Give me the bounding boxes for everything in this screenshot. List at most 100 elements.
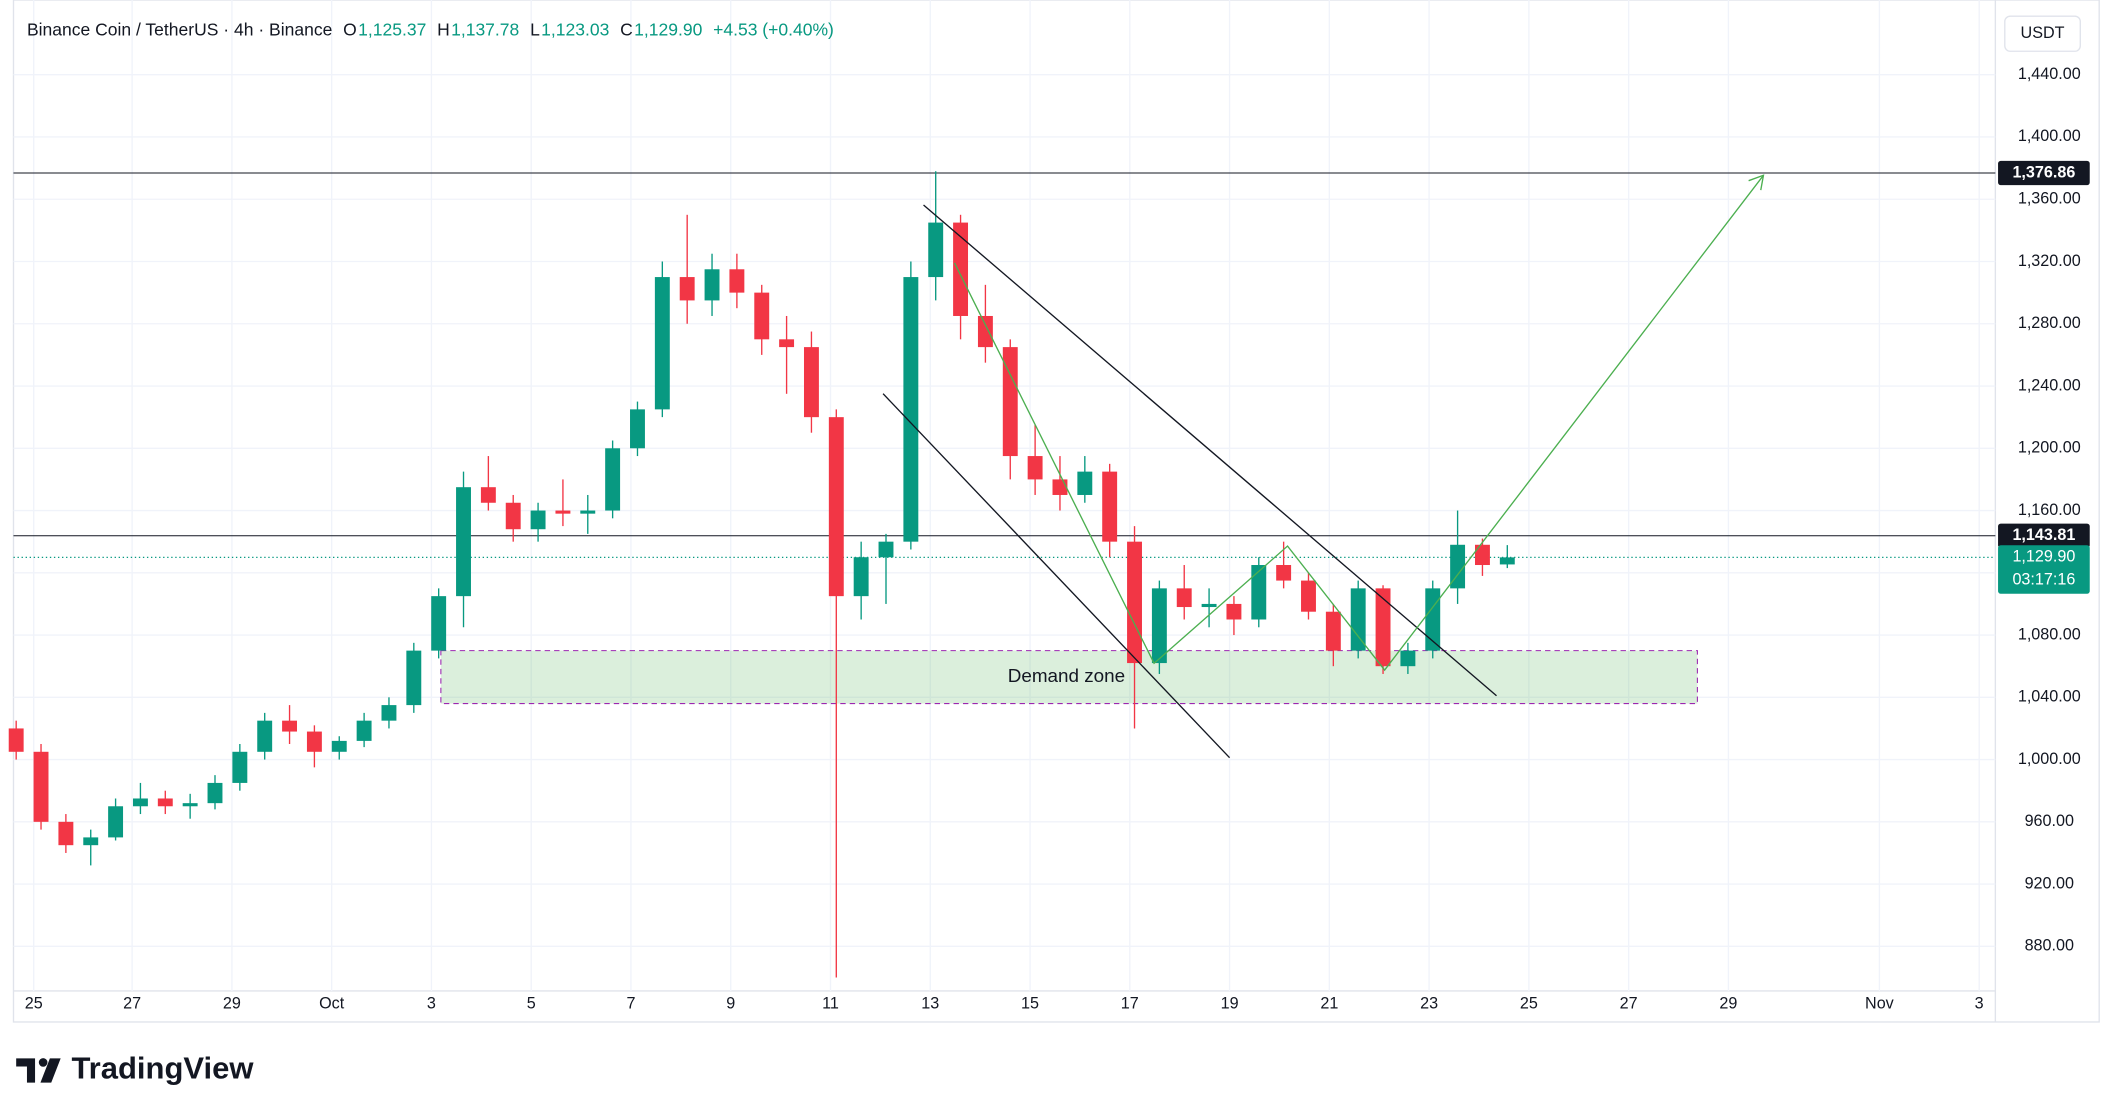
x-tick-label: 15 xyxy=(1021,995,1039,1013)
trend-line xyxy=(923,204,1497,697)
y-tick-label: 1,320.00 xyxy=(2018,252,2081,270)
currency: USDT xyxy=(2021,24,2065,42)
x-tick-label: 23 xyxy=(1420,995,1438,1013)
currency-box[interactable] xyxy=(2004,15,2081,52)
symbol: Binance Coin / TetherUS · 4h · Binance xyxy=(27,20,332,40)
y-tick-label: 1,400.00 xyxy=(2018,127,2081,145)
candle-body xyxy=(1350,588,1366,651)
candle-body xyxy=(257,720,273,752)
candle-body xyxy=(679,277,695,301)
x-tick-label: 5 xyxy=(527,995,536,1013)
y-tick-label: 1,160.00 xyxy=(2018,501,2081,519)
candle-body xyxy=(828,417,844,597)
demand-zone-label: Demand zone xyxy=(1008,665,1125,686)
trend-line xyxy=(882,393,1231,759)
x-tick-label: 25 xyxy=(25,995,43,1013)
last-price-box xyxy=(1998,545,2090,594)
candle-body xyxy=(505,502,521,530)
candle-body xyxy=(1176,588,1192,608)
candle-body xyxy=(853,557,869,597)
x-tick-label: 27 xyxy=(123,995,141,1013)
ohlc-value: 1,125.37 xyxy=(358,20,426,40)
x-tick-label: 13 xyxy=(921,995,939,1013)
level-label: 1,143.81 xyxy=(2012,526,2075,544)
x-tick-label: 21 xyxy=(1320,995,1338,1013)
projection-path xyxy=(953,174,1764,672)
logo-mark xyxy=(40,1058,61,1083)
candle-body xyxy=(1027,456,1043,480)
x-tick-label: Nov xyxy=(1865,995,1895,1013)
candle-body xyxy=(1102,471,1118,542)
x-tick-label: 7 xyxy=(626,995,635,1013)
countdown: 03:17:16 xyxy=(2012,571,2075,589)
level-label-box xyxy=(1998,523,2090,548)
candle-body xyxy=(779,339,795,348)
candle-body xyxy=(8,728,24,752)
y-tick-label: 1,360.00 xyxy=(2018,190,2081,208)
candle-body xyxy=(1375,588,1391,667)
drawings xyxy=(882,174,1765,759)
candle-body xyxy=(630,409,645,449)
x-tick-label: 25 xyxy=(1520,995,1538,1013)
candle-body xyxy=(83,837,99,846)
y-tick-label: 880.00 xyxy=(2025,937,2074,955)
candle-body xyxy=(1201,603,1217,608)
x-tick-label: 9 xyxy=(726,995,735,1013)
y-tick-label: 1,240.00 xyxy=(2018,376,2081,394)
candle-body xyxy=(381,705,397,721)
candle-body xyxy=(456,487,471,597)
candle-body xyxy=(207,782,223,804)
candle-body xyxy=(803,347,819,418)
candle-body xyxy=(1151,588,1167,664)
candle-body xyxy=(431,596,447,651)
x-tick-label: 19 xyxy=(1221,995,1239,1013)
candle-body xyxy=(232,751,248,783)
x-tick-label: Oct xyxy=(319,995,345,1013)
ohlc-value: 1,129.90 xyxy=(634,20,702,40)
candle-body xyxy=(555,510,571,514)
candle-body xyxy=(331,740,347,752)
y-tick-label: 1,200.00 xyxy=(2018,439,2081,457)
candle-body xyxy=(1251,565,1267,620)
ohlc-key: O xyxy=(343,20,357,40)
change: +4.53 (+0.40%) xyxy=(713,20,834,40)
candle-body xyxy=(1450,544,1466,589)
candle-body xyxy=(605,448,621,511)
ohlc-value: 1,123.03 xyxy=(541,20,609,40)
levels xyxy=(13,172,1996,559)
ohlc-key: L xyxy=(530,20,540,40)
x-tick-label: 11 xyxy=(822,995,839,1013)
y-tick-label: 960.00 xyxy=(2025,812,2074,830)
candle-body xyxy=(1325,611,1341,651)
ohlc-value: 1,137.78 xyxy=(451,20,519,40)
candle-body xyxy=(282,720,298,732)
candle-body xyxy=(306,731,322,752)
brand-logo: TradingView xyxy=(16,1051,254,1086)
candle-body xyxy=(1052,479,1068,495)
candle-body xyxy=(1400,650,1416,667)
candle-body xyxy=(878,541,894,558)
candle-body xyxy=(33,751,49,822)
candle-body xyxy=(1499,557,1515,565)
candle-body xyxy=(1002,347,1018,457)
candle-body xyxy=(1077,471,1093,495)
level-label: 1,376.86 xyxy=(2012,163,2075,181)
last-price-label: 1,129.90 xyxy=(2012,548,2075,566)
x-tick-label: 3 xyxy=(1975,995,1984,1013)
candle-body xyxy=(1301,580,1316,612)
candle-body xyxy=(977,315,993,348)
candle-body xyxy=(1474,544,1490,566)
candle-body xyxy=(108,806,124,838)
legend-header: Binance Coin / TetherUS · 4h · Binance O… xyxy=(27,20,834,40)
level-label-box xyxy=(1998,160,2090,186)
candles xyxy=(8,171,1515,978)
ohlc-key: H xyxy=(437,20,450,40)
demand-zone xyxy=(440,650,1698,705)
arrow-head xyxy=(1748,174,1765,191)
y-tick-label: 920.00 xyxy=(2025,874,2074,892)
x-tick-label: 17 xyxy=(1121,995,1139,1013)
x-tick-label: 3 xyxy=(427,995,436,1013)
candle-body xyxy=(754,292,770,340)
candle-body xyxy=(182,803,198,807)
